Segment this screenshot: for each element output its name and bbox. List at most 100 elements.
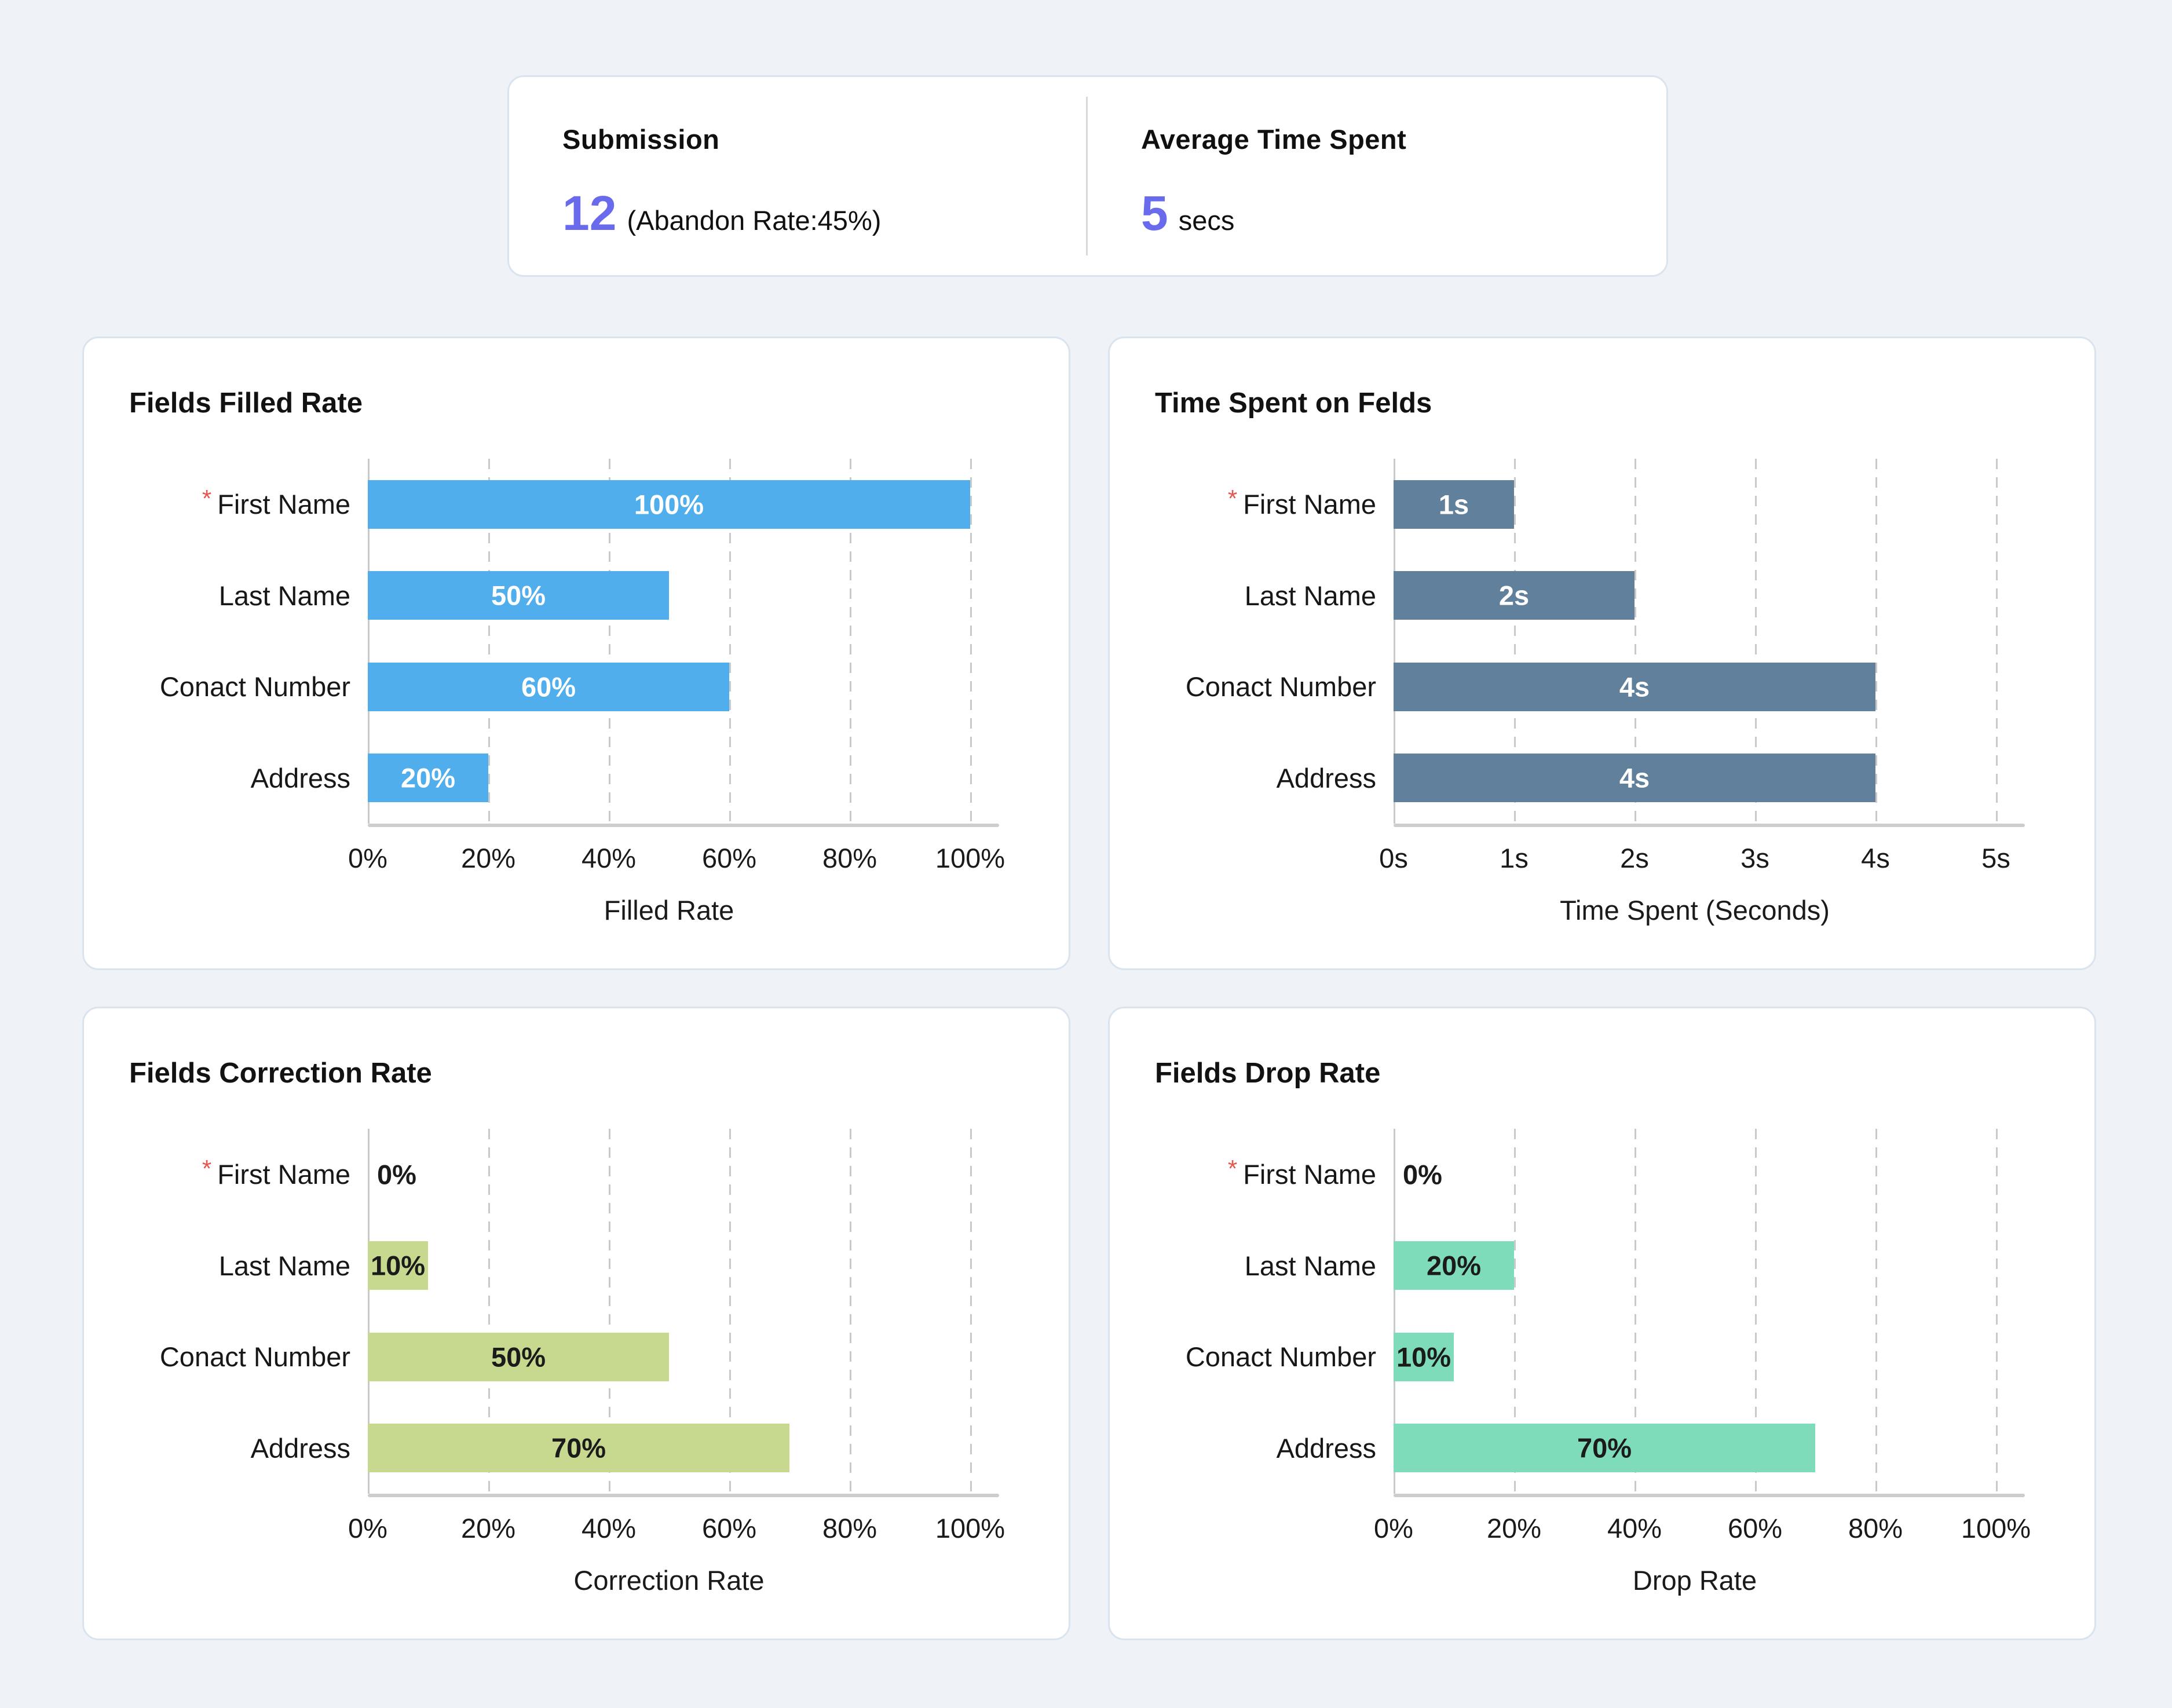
x-axis-line (1394, 1494, 2025, 1497)
plot-area: * First Name 1s Last Name 2s Conact Number 4s A… (1110, 459, 2094, 926)
value-label: 4s (1619, 671, 1650, 703)
value-label: 70% (551, 1432, 606, 1464)
x-tick-label: 1s (1500, 843, 1529, 873)
x-tick-label: 0% (348, 843, 387, 873)
bar-rows: * First Name 1s Last Name 2s Conact Number 4s A… (1110, 459, 2094, 824)
bar: 20% (368, 754, 488, 803)
time-spent-on-fields-chart: Time Spent on Felds * First Name 1s Last Na… (1108, 337, 2096, 970)
category-label: Address (84, 733, 368, 824)
value-label: 1s (1438, 489, 1469, 520)
category-label-text: First Name (217, 1159, 350, 1190)
x-axis-title: Time Spent (Seconds) (1560, 895, 1830, 926)
submission-value-row: 12 (Abandon Rate:45%) (562, 185, 1088, 242)
x-tick-label: 0% (1374, 1513, 1413, 1544)
chart-title: Fields Filled Rate (129, 387, 363, 419)
bar-track: 60% (368, 641, 970, 733)
bar: 70% (1394, 1424, 1815, 1473)
category-label: Last Name (1110, 550, 1394, 642)
category-label: Conact Number (84, 641, 368, 733)
category-label-text: First Name (1243, 489, 1376, 520)
bar-track: 1s (1394, 459, 1996, 550)
bar: 70% (368, 1424, 789, 1473)
category-label: Address (84, 1403, 368, 1494)
category-label: Conact Number (1110, 641, 1394, 733)
average-time-label: Average Time Spent (1141, 124, 1407, 155)
value-label: 10% (370, 1250, 426, 1281)
x-axis-line (368, 824, 999, 827)
x-tick-label: 40% (581, 1513, 637, 1544)
bar: 100% (368, 480, 970, 529)
bar: 50% (368, 1332, 669, 1381)
submission-label: Submission (562, 124, 720, 155)
category-label: * First Name (84, 459, 368, 550)
bar: 2s (1394, 571, 1635, 620)
category-label: Last Name (84, 1220, 368, 1312)
category-label-text: First Name (1243, 1159, 1376, 1190)
bar-row: Last Name 20% (1110, 1220, 2094, 1312)
category-label-text: Address (1276, 1432, 1376, 1464)
category-label-text: Last Name (1244, 580, 1376, 611)
bar-row: * First Name 0% (84, 1129, 1069, 1220)
abandon-rate-note: (Abandon Rate:45%) (627, 205, 882, 236)
category-label-text: Address (1276, 762, 1376, 793)
fields-drop-rate-chart: Fields Drop Rate * First Name 0% Last Name 2… (1108, 1007, 2096, 1640)
x-tick-label: 20% (460, 843, 516, 873)
fields-filled-rate-chart: Fields Filled Rate * First Name 100% Last N… (82, 337, 1070, 970)
x-tick-label: 60% (701, 843, 757, 873)
bar-row: Last Name 10% (84, 1220, 1069, 1312)
category-label-text: Address (250, 1432, 350, 1464)
category-label-text: Conact Number (1185, 1341, 1376, 1373)
plot-area: * First Name 0% Last Name 10% Conact Number 50… (84, 1129, 1069, 1596)
x-tick-label: 5s (1981, 843, 2010, 873)
bar-row: * First Name 100% (84, 459, 1069, 550)
x-tick-label: 2s (1620, 843, 1649, 873)
x-tick-labels: 0% 20% 40% 60% 80% 100% (348, 1512, 1005, 1545)
category-label: Address (1110, 1403, 1394, 1494)
bar: 1s (1394, 480, 1514, 529)
fields-correction-rate-chart: Fields Correction Rate * First Name 0% Last… (82, 1007, 1070, 1640)
category-label-text: Last Name (1244, 1250, 1376, 1281)
x-tick-label: 60% (1727, 1513, 1783, 1544)
value-label: 10% (1396, 1341, 1451, 1373)
plot-area: * First Name 0% Last Name 20% Conact Number 10… (1110, 1129, 2094, 1596)
bar: 10% (1394, 1332, 1454, 1381)
bar-row: Conact Number 4s (1110, 641, 2094, 733)
value-label: 0% (377, 1159, 416, 1190)
category-label: Conact Number (84, 1311, 368, 1403)
required-asterisk: * (202, 484, 212, 512)
bar: 20% (1394, 1241, 1514, 1290)
x-tick-label: 40% (1607, 1513, 1662, 1544)
x-tick-label: 3s (1740, 843, 1769, 873)
x-tick-label: 100% (935, 843, 1005, 873)
bar-track: 70% (368, 1403, 970, 1494)
bar-row: Address 70% (84, 1403, 1069, 1494)
x-tick-labels: 0% 20% 40% 60% 80% 100% (348, 842, 1005, 875)
x-tick-label: 80% (1848, 1513, 1903, 1544)
required-asterisk: * (1227, 484, 1238, 512)
bar-row: Last Name 50% (84, 550, 1069, 642)
category-label: * First Name (84, 1129, 368, 1220)
category-label: Last Name (84, 550, 368, 642)
x-axis-line (1394, 824, 2025, 827)
required-asterisk: * (1227, 1154, 1238, 1182)
category-label-text: Last Name (218, 580, 350, 611)
value-label: 50% (491, 580, 546, 611)
bar-rows: * First Name 100% Last Name 50% Conact Number… (84, 459, 1069, 824)
submission-count: 12 (562, 186, 617, 240)
x-tick-label: 20% (1486, 1513, 1542, 1544)
x-tick-label: 0% (348, 1513, 387, 1544)
value-label: 20% (1426, 1250, 1482, 1281)
x-axis-line (368, 1494, 999, 1497)
bar-track: 0% (368, 1129, 970, 1220)
bar-row: Conact Number 10% (1110, 1311, 2094, 1403)
category-label: Last Name (1110, 1220, 1394, 1312)
bar-rows: * First Name 0% Last Name 10% Conact Number 50… (84, 1129, 1069, 1494)
value-label: 50% (491, 1341, 546, 1373)
category-label-text: Last Name (218, 1250, 350, 1281)
category-label-text: Address (250, 762, 350, 793)
bar-row: Address 70% (1110, 1403, 2094, 1494)
bar-track: 4s (1394, 641, 1996, 733)
bar-row: Address 4s (1110, 733, 2094, 824)
bar-track: 100% (368, 459, 970, 550)
bar-row: Conact Number 50% (84, 1311, 1069, 1403)
